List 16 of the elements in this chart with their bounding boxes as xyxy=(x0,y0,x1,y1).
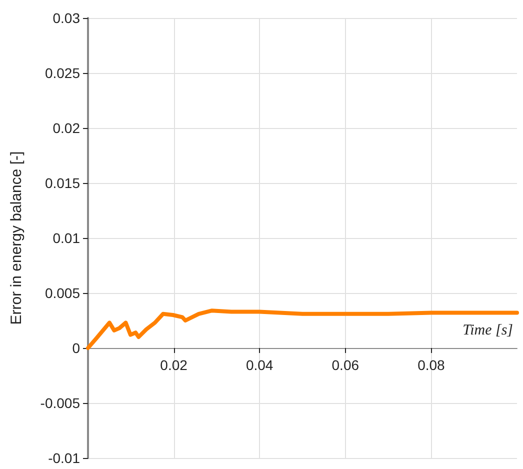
x-axis-title: Time [s] xyxy=(462,322,514,338)
x-tick-label: 0.04 xyxy=(246,357,274,373)
y-tick-label: 0 xyxy=(72,340,80,356)
y-tick-label: 0.015 xyxy=(44,175,80,191)
y-tick-label: 0.02 xyxy=(52,120,80,136)
x-tick-label: 0.08 xyxy=(418,357,446,373)
y-tick-label: 0.01 xyxy=(52,230,80,246)
y-tick-label: 0.025 xyxy=(44,65,80,81)
line-series xyxy=(86,308,519,350)
y-tick-label: 0.03 xyxy=(52,10,80,26)
y-tick-label: -0.005 xyxy=(40,395,80,411)
x-tick-label: 0.02 xyxy=(160,357,188,373)
y-axis-title: Error in energy balance [-] xyxy=(8,151,25,325)
y-tick-label: -0.01 xyxy=(48,450,80,466)
x-tick-label: 0.06 xyxy=(332,357,360,373)
y-tick-label: 0.005 xyxy=(44,285,80,301)
